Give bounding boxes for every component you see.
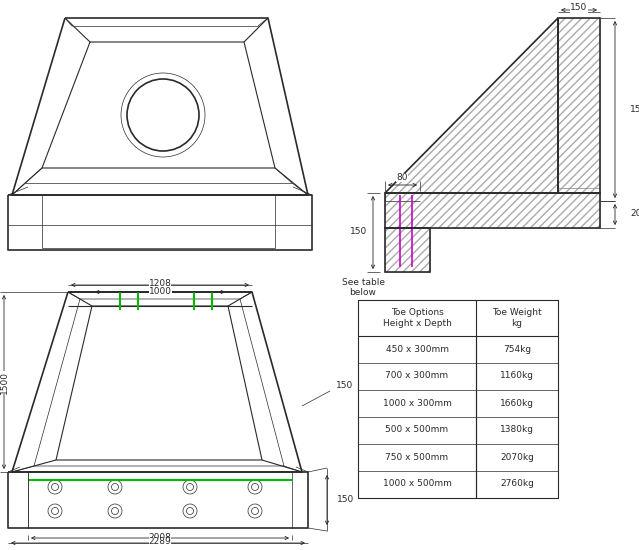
Text: 700 x 300mm: 700 x 300mm	[385, 371, 449, 381]
Text: 1160kg: 1160kg	[500, 371, 534, 381]
Text: 80: 80	[396, 173, 408, 182]
Text: 1000: 1000	[148, 287, 171, 295]
Text: 150: 150	[350, 228, 367, 236]
Text: 750 x 500mm: 750 x 500mm	[385, 453, 449, 461]
Text: See table
below: See table below	[341, 278, 385, 298]
Text: 1000 x 300mm: 1000 x 300mm	[383, 399, 451, 408]
Text: 200: 200	[630, 210, 639, 218]
Text: 1000 x 500mm: 1000 x 500mm	[383, 480, 451, 488]
Text: Toe Weight
kg: Toe Weight kg	[492, 309, 542, 328]
Text: 2070kg: 2070kg	[500, 453, 534, 461]
Text: 1500: 1500	[0, 371, 8, 393]
Text: 754kg: 754kg	[503, 344, 531, 354]
Text: 2289: 2289	[149, 537, 171, 547]
Text: 1208: 1208	[148, 278, 171, 288]
Text: 150: 150	[571, 3, 588, 13]
Text: 1660kg: 1660kg	[500, 399, 534, 408]
Text: 2008: 2008	[148, 532, 171, 542]
Text: 2760kg: 2760kg	[500, 480, 534, 488]
Text: Toe Options
Height x Depth: Toe Options Height x Depth	[383, 309, 451, 328]
Text: 1380kg: 1380kg	[500, 426, 534, 434]
Text: 150: 150	[337, 496, 354, 504]
Text: 150: 150	[336, 382, 353, 390]
Text: 450 x 300mm: 450 x 300mm	[385, 344, 449, 354]
Text: 500 x 500mm: 500 x 500mm	[385, 426, 449, 434]
Text: 1520: 1520	[630, 104, 639, 113]
